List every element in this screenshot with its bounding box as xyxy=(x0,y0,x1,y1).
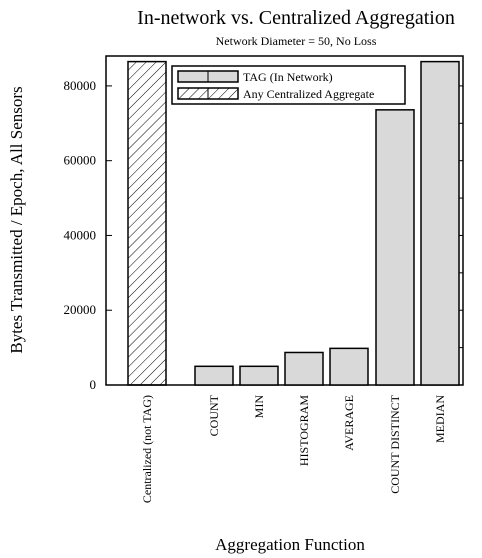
x-tick-label: MIN xyxy=(252,395,266,419)
x-tick-label: Centralized (not TAG) xyxy=(140,395,154,503)
x-axis-label: Aggregation Function xyxy=(215,535,365,554)
y-axis: 0 20000 40000 60000 80000 xyxy=(64,78,112,392)
x-tick-label: COUNT DISTINCT xyxy=(388,394,402,493)
bar-tag xyxy=(329,347,369,386)
legend-label-tag: TAG (In Network) xyxy=(243,70,333,84)
bar-tag xyxy=(284,351,324,386)
legend: TAG (In Network) Any Centralized Aggrega… xyxy=(171,65,406,105)
x-tick-label: AVERAGE xyxy=(342,395,356,451)
x-tick-label: MEDIAN xyxy=(433,395,447,443)
bar-centralized xyxy=(127,60,167,386)
y-tick-label: 80000 xyxy=(64,78,97,93)
bar-tag xyxy=(420,60,460,386)
y-tick-label: 40000 xyxy=(64,227,97,242)
x-tick-label: COUNT xyxy=(207,394,221,436)
legend-label-centralized: Any Centralized Aggregate xyxy=(243,87,374,101)
y-axis-label: Bytes Transmitted / Epoch, All Sensors xyxy=(7,86,26,353)
chart-title: In-network vs. Centralized Aggregation xyxy=(137,7,455,29)
bar-tag xyxy=(239,365,279,386)
bars xyxy=(127,60,460,386)
bar-tag xyxy=(375,109,415,386)
x-tick-label: HISTOGRAM xyxy=(297,395,311,466)
chart-subtitle: Network Diameter = 50, No Loss xyxy=(216,34,377,48)
x-axis-labels: Centralized (not TAG) COUNT MIN HISTOGRAM AV… xyxy=(140,394,447,503)
y-tick-label: 0 xyxy=(90,377,97,392)
y-tick-label: 60000 xyxy=(64,153,97,168)
bar-tag xyxy=(194,365,234,386)
y-tick-label: 20000 xyxy=(64,302,97,317)
